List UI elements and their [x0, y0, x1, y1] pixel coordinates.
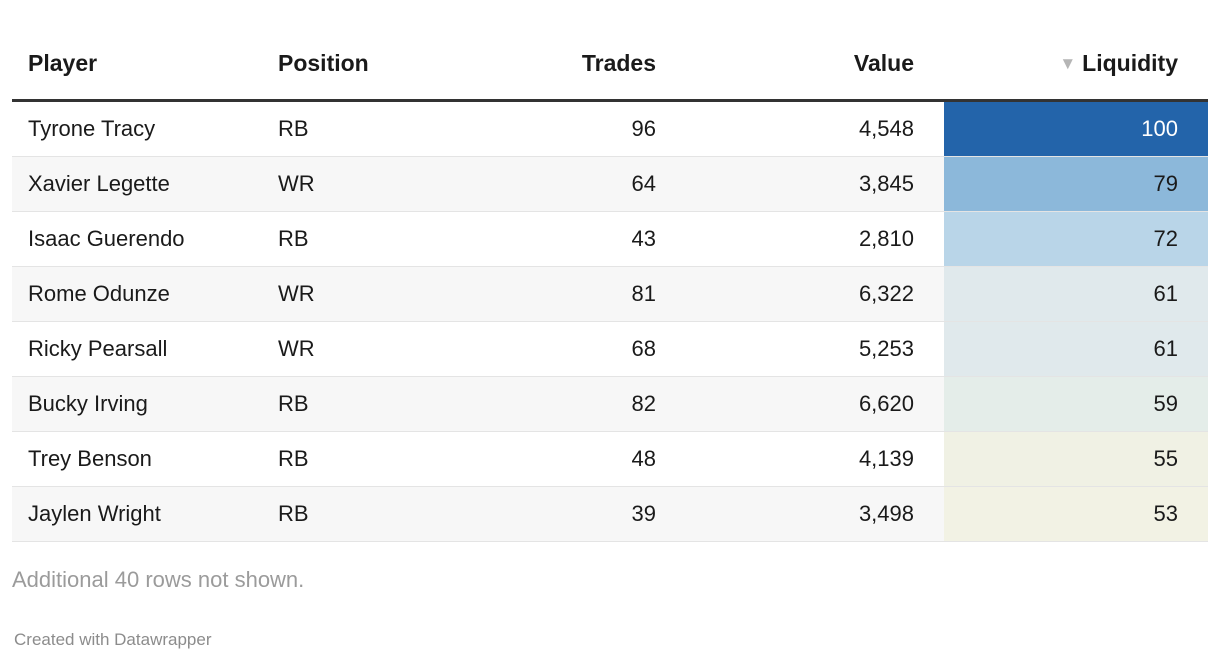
position-cell: WR — [262, 157, 437, 212]
trades-cell: 96 — [437, 102, 672, 157]
liquidity-heatmap-cell: 55 — [944, 432, 1208, 487]
table-row: Isaac Guerendo RB 43 2,810 72 — [12, 212, 1208, 267]
position-cell: WR — [262, 267, 437, 322]
table-row: Jaylen Wright RB 39 3,498 53 — [12, 487, 1208, 542]
table-row: Rome Odunze WR 81 6,322 61 — [12, 267, 1208, 322]
rows-not-shown-note: Additional 40 rows not shown. — [12, 567, 305, 592]
position-cell: RB — [262, 102, 437, 157]
sort-descending-icon: ▼ — [1059, 54, 1077, 73]
value-cell: 2,810 — [672, 212, 944, 267]
liquidity-heatmap-cell: 59 — [944, 377, 1208, 432]
player-cell: Tyrone Tracy — [12, 102, 262, 157]
player-cell: Xavier Legette — [12, 157, 262, 212]
trades-cell: 64 — [437, 157, 672, 212]
table-row: Trey Benson RB 48 4,139 55 — [12, 432, 1208, 487]
position-cell: RB — [262, 487, 437, 542]
column-header-liquidity[interactable]: ▼ Liquidity — [944, 30, 1208, 99]
liquidity-heatmap-cell: 61 — [944, 322, 1208, 377]
column-header-liquidity-label: Liquidity — [1082, 50, 1178, 76]
trades-cell: 48 — [437, 432, 672, 487]
player-cell: Rome Odunze — [12, 267, 262, 322]
liquidity-heatmap-cell: 100 — [944, 102, 1208, 157]
liquidity-heatmap-cell: 61 — [944, 267, 1208, 322]
column-header-trades[interactable]: Trades — [581, 50, 656, 76]
trades-cell: 43 — [437, 212, 672, 267]
value-cell: 4,139 — [672, 432, 944, 487]
value-cell: 3,498 — [672, 487, 944, 542]
table-row: Tyrone Tracy RB 96 4,548 100 — [12, 102, 1208, 157]
trades-cell: 39 — [437, 487, 672, 542]
value-cell: 3,845 — [672, 157, 944, 212]
trades-cell: 82 — [437, 377, 672, 432]
datawrapper-credit: Created with Datawrapper — [14, 630, 212, 649]
trades-cell: 81 — [437, 267, 672, 322]
player-cell: Bucky Irving — [12, 377, 262, 432]
player-cell: Jaylen Wright — [12, 487, 262, 542]
position-cell: RB — [262, 212, 437, 267]
liquidity-heatmap-cell: 79 — [944, 157, 1208, 212]
value-cell: 6,322 — [672, 267, 944, 322]
trades-cell: 68 — [437, 322, 672, 377]
table-row: Ricky Pearsall WR 68 5,253 61 — [12, 322, 1208, 377]
table-body: Tyrone Tracy RB 96 4,548 100 Xavier Legette WR… — [12, 102, 1208, 542]
column-header-player[interactable]: Player — [28, 50, 98, 76]
position-cell: RB — [262, 377, 437, 432]
value-cell: 4,548 — [672, 102, 944, 157]
value-cell: 5,253 — [672, 322, 944, 377]
player-cell: Trey Benson — [12, 432, 262, 487]
position-cell: WR — [262, 322, 437, 377]
table-row: Bucky Irving RB 82 6,620 59 — [12, 377, 1208, 432]
player-cell: Isaac Guerendo — [12, 212, 262, 267]
column-header-value[interactable]: Value — [853, 50, 914, 76]
liquidity-heatmap-cell: 72 — [944, 212, 1208, 267]
value-cell: 6,620 — [672, 377, 944, 432]
table-header-row: Player Position Trades Value ▼ Liquidity — [12, 30, 1208, 102]
liquidity-heatmap-cell: 53 — [944, 487, 1208, 542]
column-header-position[interactable]: Position — [278, 50, 369, 76]
table-row: Xavier Legette WR 64 3,845 79 — [12, 157, 1208, 212]
player-cell: Ricky Pearsall — [12, 322, 262, 377]
data-table: Player Position Trades Value ▼ Liquidity … — [12, 30, 1208, 542]
position-cell: RB — [262, 432, 437, 487]
